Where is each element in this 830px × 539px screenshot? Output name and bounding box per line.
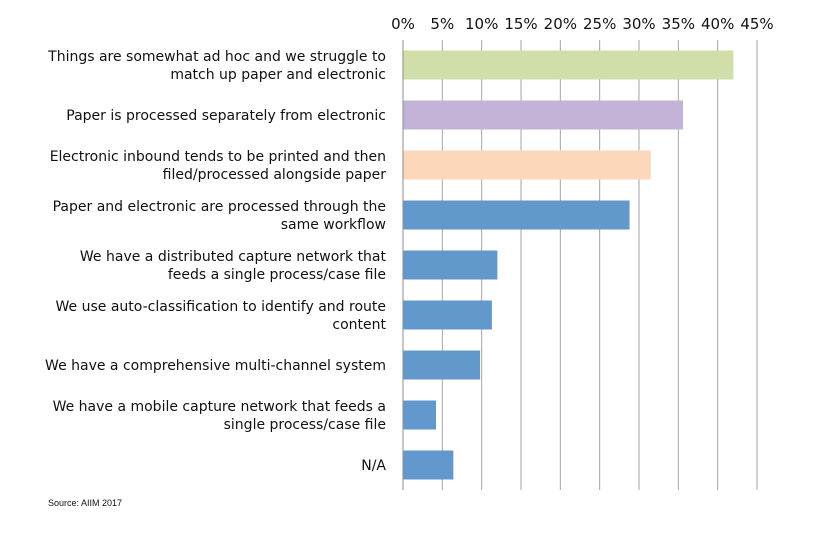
category-label: We have a comprehensive multi-channel sy… — [45, 358, 386, 374]
bar — [403, 300, 492, 330]
bar — [403, 150, 651, 180]
x-tick-label: 25% — [583, 15, 616, 33]
tick-labels: 0% 5% 10% 15% 20% 25% 30% 35% 40% 45% — [391, 15, 774, 33]
category-label: Paper is processed separately from elect… — [66, 108, 386, 124]
category-label: We use auto-classification to identify a… — [56, 299, 386, 315]
bar — [403, 100, 684, 130]
x-tick-label: 0% — [391, 15, 415, 33]
category-label: N/A — [361, 458, 386, 474]
category-label: We have a distributed capture network th… — [80, 249, 387, 265]
category-label: feeds a single process/case file — [168, 267, 386, 283]
x-tick-label: 20% — [544, 15, 577, 33]
x-tick-label: 5% — [430, 15, 454, 33]
source-note: Source: AIIM 2017 — [48, 498, 122, 508]
bar — [403, 450, 454, 480]
bars — [403, 50, 734, 480]
category-label: Paper and electronic are processed throu… — [53, 199, 386, 215]
x-tick-label: 10% — [465, 15, 498, 33]
category-label: We have a mobile capture network that fe… — [53, 399, 386, 415]
x-tick-label: 35% — [662, 15, 695, 33]
x-tick-label: 30% — [622, 15, 655, 33]
category-label: content — [332, 317, 386, 333]
bar — [403, 350, 481, 380]
bar — [403, 200, 630, 230]
x-tick-label: 15% — [504, 15, 537, 33]
category-label: Things are somewhat ad hoc and we strugg… — [47, 49, 386, 65]
category-label: filed/processed alongside paper — [163, 167, 387, 183]
category-label: same workflow — [281, 217, 386, 233]
category-label: match up paper and electronic — [170, 67, 386, 83]
x-tick-label: 40% — [701, 15, 734, 33]
bar — [403, 250, 498, 280]
bar — [403, 50, 734, 80]
x-tick-label: 45% — [740, 15, 773, 33]
category-label: single process/case file — [224, 417, 386, 433]
category-label: Electronic inbound tends to be printed a… — [50, 149, 386, 165]
bar — [403, 400, 437, 430]
category-labels: Things are somewhat ad hoc and we strugg… — [45, 49, 386, 474]
